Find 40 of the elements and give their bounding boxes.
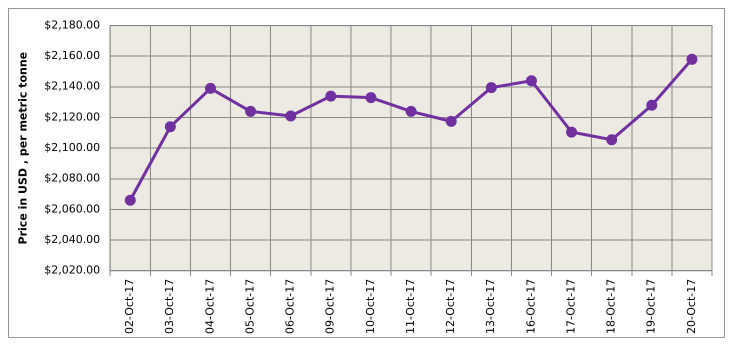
y-tick-label: $2,120.00: [44, 110, 100, 124]
point: [646, 100, 658, 111]
x-tick-label: 18-Oct-17: [604, 278, 618, 334]
point: [566, 126, 578, 138]
point: [365, 92, 376, 104]
y-tick-label: $2,160.00: [44, 49, 100, 62]
x-tick-label: 02-Oct-17: [123, 278, 136, 334]
point: [686, 54, 698, 65]
point: [486, 82, 497, 94]
x-tick-label: 12-Oct-17: [444, 278, 458, 334]
y-tick-label: $2,100.00: [44, 141, 100, 154]
x-tick-label: 16-Oct-17: [524, 278, 538, 334]
point: [164, 121, 176, 132]
x-tick-label: 17-Oct-17: [564, 278, 578, 334]
point: [204, 82, 216, 94]
x-tick-label: 06-Oct-17: [284, 278, 297, 334]
x-tick-label: 03-Oct-17: [163, 278, 176, 334]
y-axis-title: Price in USD , per metric tonne: [16, 52, 30, 244]
x-tick-label: 19-Oct-17: [644, 278, 658, 334]
point: [606, 134, 618, 146]
point: [526, 75, 537, 86]
y-tick-label: $2,020.00: [44, 264, 100, 277]
x-tick-label: 20-Oct-17: [684, 278, 698, 334]
x-tick-label: 13-Oct-17: [484, 278, 498, 334]
point: [124, 194, 136, 206]
point: [406, 106, 417, 117]
x-tick-label: 09-Oct-17: [324, 278, 337, 334]
x-tick-label: 11-Oct-17: [404, 278, 417, 334]
point: [285, 110, 296, 122]
x-tick-label: 10-Oct-17: [364, 278, 377, 334]
x-tick-label: 04-Oct-17: [203, 278, 216, 334]
point: [446, 116, 457, 127]
y-tick-label: $2,140.00: [44, 80, 100, 93]
point: [245, 106, 256, 117]
x-tick-label: 05-Oct-17: [243, 278, 256, 334]
y-tick-label: $2,080.00: [44, 172, 100, 185]
y-tick-label: $2,180.00: [44, 18, 100, 32]
y-tick-label: $2,040.00: [44, 232, 100, 246]
point: [325, 90, 336, 102]
y-tick-label: $2,060.00: [44, 202, 100, 216]
